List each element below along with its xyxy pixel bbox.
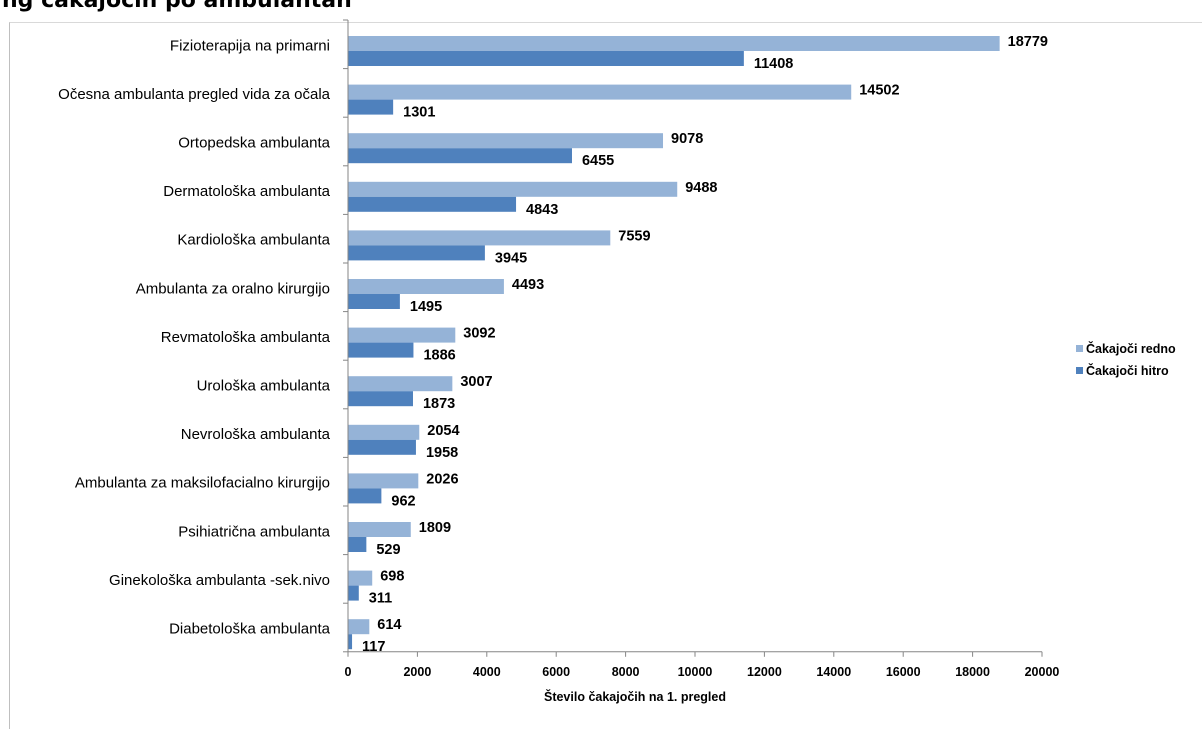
data-label-redno: 9078 <box>671 131 703 147</box>
x-tick-label: 6000 <box>542 665 570 679</box>
bar-hitro <box>348 196 517 212</box>
data-label-hitro: 1958 <box>426 445 458 461</box>
x-tick-label: 16000 <box>886 665 921 679</box>
category-label: Očesna ambulanta pregled vida za očala <box>58 86 330 103</box>
data-label-hitro: 1301 <box>403 105 435 121</box>
category-label: Urološka ambulanta <box>197 378 331 395</box>
bar-hitro <box>348 51 744 66</box>
legend-entry: Čakajoči hitro <box>1086 363 1169 378</box>
data-label-hitro: 529 <box>376 542 400 558</box>
bar-redno <box>348 133 664 149</box>
bar-hitro <box>348 585 359 601</box>
bar-hitro <box>348 99 394 115</box>
legend-swatch <box>1076 345 1083 352</box>
category-label: Ortopedska ambulanta <box>178 135 330 152</box>
data-label-hitro: 3945 <box>495 250 527 266</box>
bar-hitro <box>348 634 353 650</box>
x-tick-label: 4000 <box>473 665 501 679</box>
x-tick-label: 18000 <box>955 665 990 679</box>
data-label-redno: 3092 <box>463 326 495 342</box>
category-label: Diabetološka ambulanta <box>169 621 331 638</box>
category-label: Fizioterapija na primarni <box>170 37 330 54</box>
data-label-redno: 9488 <box>685 180 717 196</box>
category-label: Ginekološka ambulanta -sek.nivo <box>109 572 330 589</box>
bar-hitro <box>348 294 400 309</box>
bar-hitro <box>348 488 382 504</box>
x-axis-title: Število čakajočih na 1. pregled <box>544 689 726 704</box>
bar-redno <box>348 522 411 537</box>
data-label-redno: 18779 <box>1008 34 1048 50</box>
data-label-redno: 4493 <box>512 277 544 293</box>
bar-hitro <box>348 391 413 407</box>
data-label-redno: 1809 <box>419 520 451 536</box>
bar-redno <box>348 84 852 100</box>
bar-redno <box>348 570 373 586</box>
x-tick-label: 2000 <box>403 665 431 679</box>
data-label-redno: 14502 <box>859 83 899 99</box>
category-label: Kardiološka ambulanta <box>177 232 330 249</box>
data-label-hitro: 1495 <box>410 299 442 315</box>
x-tick-label: 14000 <box>816 665 851 679</box>
bar-hitro <box>348 439 416 455</box>
data-label-hitro: 117 <box>362 639 385 655</box>
category-label: Dermatološka ambulanta <box>163 183 330 200</box>
bar-redno <box>348 473 419 489</box>
x-tick-label: 20000 <box>1025 665 1060 679</box>
data-label-hitro: 1886 <box>423 348 455 364</box>
x-tick-label: 0 <box>345 665 352 679</box>
bar-hitro <box>348 148 572 164</box>
bar-hitro <box>348 537 367 552</box>
data-label-redno: 614 <box>377 617 401 633</box>
data-label-redno: 2054 <box>427 423 459 439</box>
data-label-hitro: 311 <box>369 591 392 607</box>
data-label-redno: 698 <box>380 569 404 585</box>
data-label-hitro: 6455 <box>582 153 614 169</box>
data-label-redno: 2026 <box>426 471 458 487</box>
data-label-hitro: 11408 <box>754 56 794 72</box>
data-label-hitro: 1873 <box>423 396 455 412</box>
category-label: Revmatološka ambulanta <box>161 329 331 346</box>
title-strip: ng čakajočih po ambulantah <box>0 0 1202 22</box>
category-label: Nevrološka ambulanta <box>181 426 331 443</box>
category-label: Psihiatrična ambulanta <box>178 523 330 540</box>
category-label: Ambulanta za oralno kirurgijo <box>136 280 330 297</box>
x-tick-label: 12000 <box>747 665 782 679</box>
data-label-hitro: 4843 <box>526 202 558 218</box>
data-label-redno: 3007 <box>460 374 492 390</box>
data-label-hitro: 962 <box>391 493 415 509</box>
chart-title-cropped: ng čakajočih po ambulantah <box>2 0 352 13</box>
chart-frame <box>9 22 1202 729</box>
bar-redno <box>348 36 1000 51</box>
legend-entry: Čakajoči redno <box>1086 341 1176 356</box>
bar-redno <box>348 181 678 197</box>
legend-swatch <box>1076 367 1083 374</box>
x-tick-label: 8000 <box>612 665 640 679</box>
bar-redno <box>348 279 504 294</box>
bar-redno <box>348 327 456 343</box>
bar-redno <box>348 619 370 635</box>
data-label-redno: 7559 <box>618 228 650 244</box>
x-tick-label: 10000 <box>678 665 713 679</box>
category-label: Ambulanta za maksilofacialno kirurgijo <box>75 475 330 492</box>
bar-redno <box>348 230 611 246</box>
bar-hitro <box>348 342 414 358</box>
bar-redno <box>348 424 420 440</box>
bar-redno <box>348 376 453 392</box>
bar-hitro <box>348 245 485 261</box>
